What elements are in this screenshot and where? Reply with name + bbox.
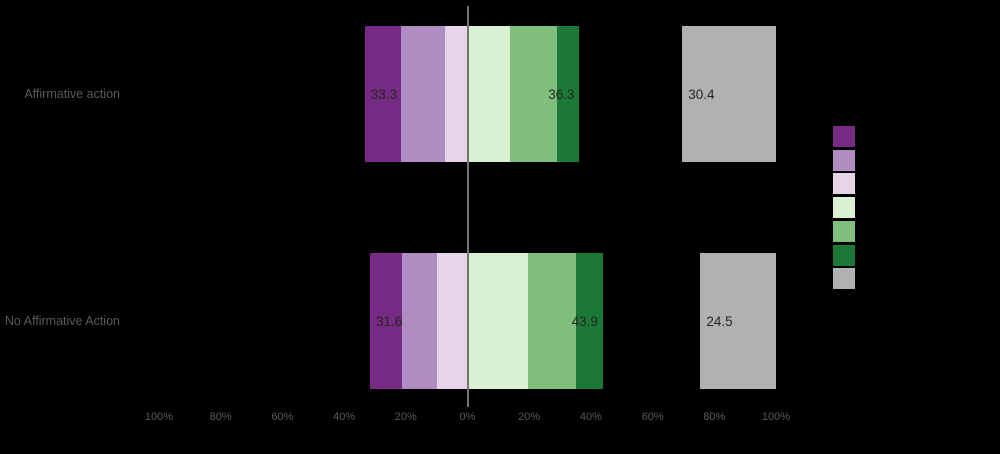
bar-segment-positive-1: [467, 253, 529, 389]
x-axis-tick-label: 60%: [271, 411, 294, 423]
legend-swatch-7: [833, 268, 855, 290]
value-label-positive: 43.9: [571, 313, 598, 329]
value-label-neutral: 24.5: [706, 313, 733, 329]
value-label-positive: 36.3: [548, 86, 575, 102]
bar-segment-negative-2: [402, 253, 437, 389]
category-label: No Affirmative Action: [4, 314, 120, 328]
x-axis-tick-label: 40%: [333, 411, 356, 423]
bar-segment-positive-3: [576, 253, 603, 389]
bar-segment-negative-3: [444, 26, 468, 162]
legend-swatch-4: [833, 197, 855, 219]
bar-segment-positive-1: [467, 26, 511, 162]
bar-segment-negative-3: [436, 253, 468, 389]
x-axis-tick-label: 80%: [703, 411, 726, 423]
bar-segment-negative-1: [370, 253, 403, 389]
legend-swatch-5: [833, 220, 855, 242]
x-axis-tick-label: 0%: [459, 411, 476, 423]
x-axis-tick-label: 100%: [761, 411, 791, 423]
legend-swatch-2: [833, 149, 855, 171]
bar-segment-neutral: [700, 253, 776, 389]
bar-segment-positive-3: [556, 26, 580, 162]
bar-segment-negative-2: [400, 26, 445, 162]
x-axis-tick-label: 80%: [209, 411, 232, 423]
bar-segment-positive-2: [528, 253, 577, 389]
bar-segment-positive-2: [510, 26, 557, 162]
x-axis-tick-label: 20%: [394, 411, 417, 423]
x-axis-tick-label: 100%: [144, 411, 174, 423]
bar-segment-negative-1: [364, 26, 401, 162]
legend-swatch-1: [833, 126, 855, 147]
legend-swatch-6: [833, 244, 855, 266]
value-label-negative: 31.6: [376, 313, 403, 329]
zero-axis-line: [466, 6, 469, 407]
x-axis-tick-label: 20%: [518, 411, 541, 423]
bar-segment-neutral: [682, 26, 776, 162]
category-label: Affirmative action: [24, 87, 120, 101]
x-axis-tick-label: 60%: [641, 411, 664, 423]
value-label-negative: 33.3: [370, 86, 398, 102]
legend-swatch-3: [833, 173, 855, 195]
value-label-neutral: 30.4: [688, 86, 715, 102]
x-axis-tick-label: 40%: [579, 411, 602, 423]
